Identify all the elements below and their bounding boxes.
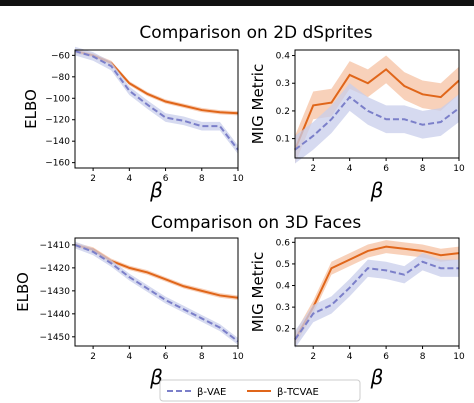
x-tick-label-1-8: 8: [420, 164, 426, 174]
x-tick-label-3-4: 4: [347, 352, 353, 362]
vae-line-0: [74, 50, 239, 151]
y-tick-label-3-0.6: 0.6: [276, 238, 291, 248]
vae-line-1: [294, 95, 460, 151]
y-tick-label-3-0.2: 0.2: [276, 325, 290, 335]
x-tick-label-0-10: 10: [232, 174, 244, 184]
y-tick-label-2--1430: −1430: [40, 287, 71, 297]
x-tick-label-3-10: 10: [453, 352, 465, 362]
y-tick-label-3-0.5: 0.5: [276, 260, 290, 270]
y-tick-label-3-0.3: 0.3: [276, 303, 290, 313]
tcvae-line-1: [294, 68, 460, 151]
x-tick-label-1-10: 10: [453, 164, 465, 174]
x-tick-label-3-2: 2: [310, 352, 316, 362]
y-tick-label-0--60: −60: [51, 51, 70, 61]
y-tick-label-0--80: −80: [51, 73, 70, 83]
y-axis-label-0: ELBO: [22, 89, 40, 129]
panel-dsprites-elbo: 2 4 6 8 10 −60 −80 −100 −120 −140 −160 ELBO β: [22, 46, 244, 202]
x-tick-label-2-2: 2: [90, 352, 96, 362]
y-tick-label-0--100: −100: [45, 94, 70, 104]
x-tick-label-3-8: 8: [420, 352, 426, 362]
legend-vae-label: β-VAE: [197, 387, 226, 398]
vae-line-2: [74, 243, 239, 343]
x-axis-label-3: β: [370, 365, 384, 389]
vae-line-3: [294, 260, 459, 341]
y-tick-label-2--1440: −1440: [40, 310, 71, 320]
x-axis-label-0: β: [149, 178, 163, 202]
x-tick-label-0-6: 6: [163, 174, 169, 184]
x-tick-label-3-6: 6: [383, 352, 389, 362]
x-tick-label-2-6: 6: [163, 352, 169, 362]
axes-frame-3: [294, 237, 460, 347]
tcvae-band-1: [295, 55, 459, 164]
vae-band-0: [75, 46, 238, 155]
top-edge-bar: [0, 0, 474, 6]
y-tick-label-0--120: −120: [45, 116, 70, 126]
y-axis-label-1: MIG Metric: [249, 64, 267, 144]
panel-faces-mig: 2 4 6 8 10 0.2 0.3 0.4 0.5 0.6 MIG Metric β: [249, 237, 465, 389]
x-tick-label-2-4: 4: [126, 352, 132, 362]
x-tick-label-0-2: 2: [90, 174, 96, 184]
legend: β-VAE β-TCVAE: [159, 379, 361, 402]
y-tick-label-1-0.3: 0.3: [276, 79, 290, 89]
x-tick-label-0-8: 8: [199, 174, 205, 184]
tcvae-line-3: [294, 245, 460, 341]
title-top: Comparison on 2D dSprites: [139, 23, 372, 43]
y-tick-label-2--1450: −1450: [40, 333, 71, 343]
y-tick-label-2--1410: −1410: [40, 241, 71, 251]
y-tick-label-0--140: −140: [45, 137, 70, 147]
vae-band-3: [295, 253, 459, 349]
x-tick-label-1-6: 6: [383, 164, 389, 174]
y-axis-label-3: MIG Metric: [249, 252, 267, 332]
axes-frame-1: [294, 49, 460, 159]
y-tick-label-0--160: −160: [45, 159, 70, 169]
axes-frame-0: [74, 49, 239, 169]
y-tick-label-1-0.1: 0.1: [276, 135, 290, 145]
x-tick-label-1-4: 4: [347, 164, 353, 174]
title-bottom: Comparison on 3D Faces: [151, 213, 362, 233]
y-tick-label-1-0.4: 0.4: [276, 52, 291, 62]
axes-frame-2: [74, 237, 239, 347]
legend-tcvae-label: β-TCVAE: [277, 387, 319, 398]
x-tick-label-2-10: 10: [232, 352, 244, 362]
y-tick-label-2--1420: −1420: [40, 264, 71, 274]
x-tick-label-0-4: 4: [126, 174, 132, 184]
x-tick-label-1-2: 2: [310, 164, 316, 174]
panel-dsprites-mig: 2 4 6 8 10 0.1 0.2 0.3 0.4 MIG Metric β: [249, 49, 465, 202]
y-tick-label-3-0.4: 0.4: [276, 282, 291, 292]
vae-band-1: [295, 83, 459, 164]
x-axis-label-1: β: [370, 178, 384, 202]
x-tick-label-2-8: 8: [199, 352, 205, 362]
y-axis-label-2: ELBO: [14, 272, 32, 312]
y-tick-label-1-0.2: 0.2: [276, 107, 290, 117]
